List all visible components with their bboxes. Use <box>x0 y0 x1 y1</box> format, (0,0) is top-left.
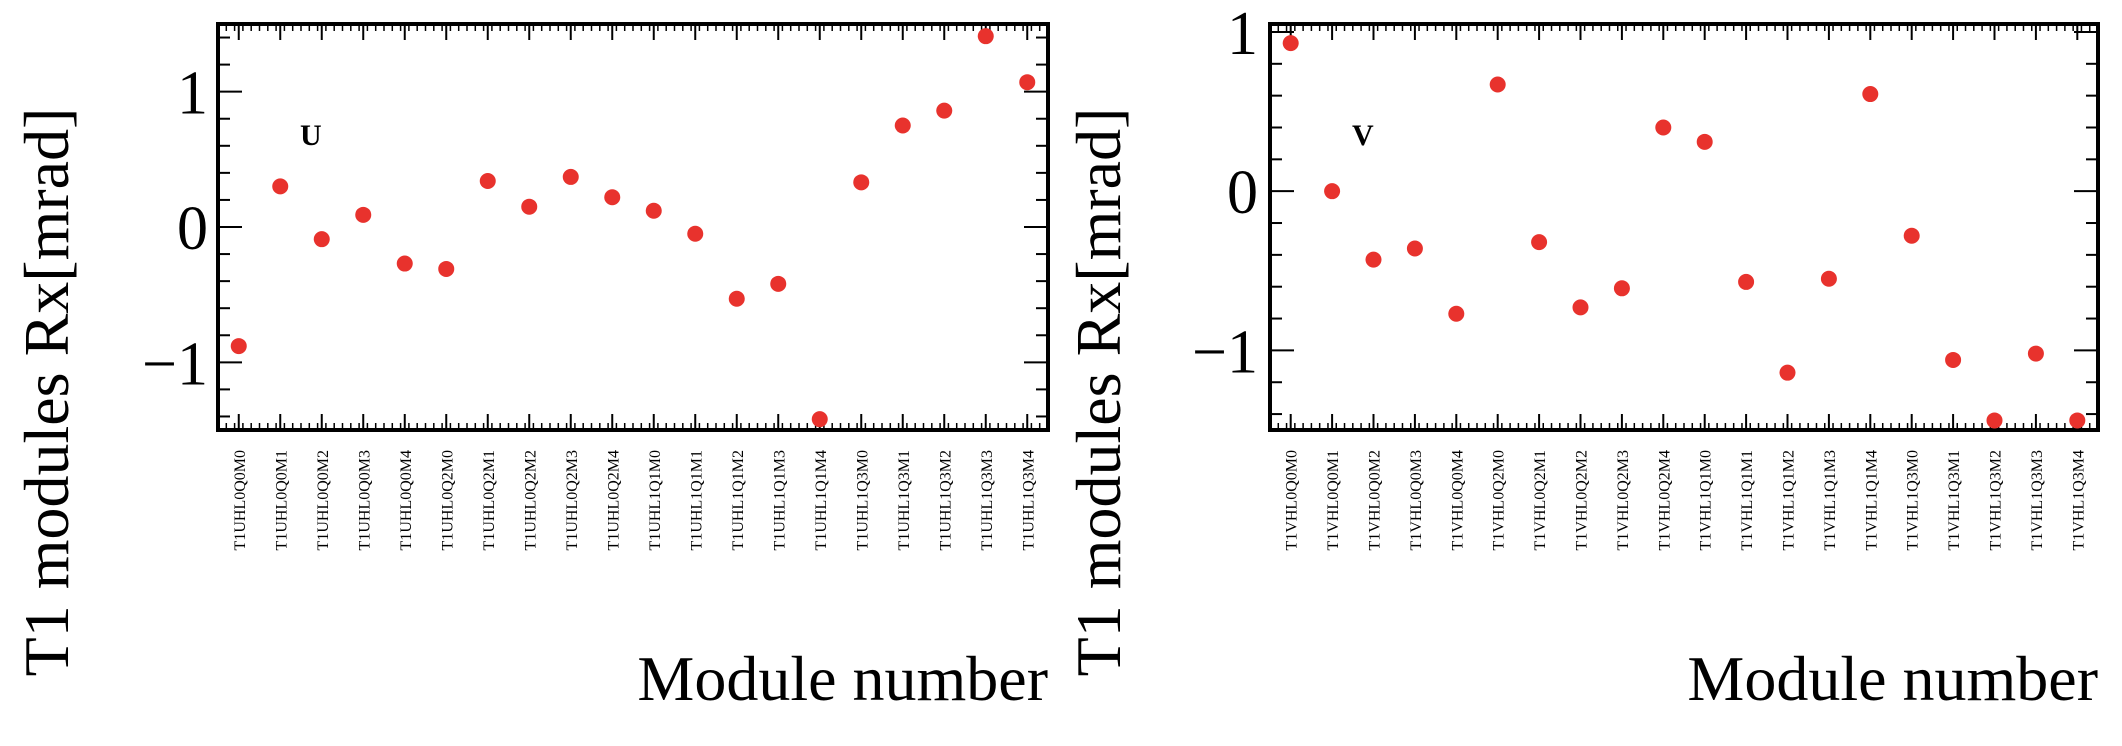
x-tick-label: T1UHL1Q3M3 <box>979 450 996 550</box>
data-point <box>687 225 704 242</box>
data-point <box>230 338 247 355</box>
x-tick-label: T1VHL1Q3M3 <box>2029 450 2046 550</box>
x-tick-label: T1UHL1Q3M1 <box>896 450 913 550</box>
x-tick-label: T1UHL0Q2M2 <box>522 450 539 550</box>
data-point <box>1945 351 1962 368</box>
y-tick-label: 1 <box>1227 0 1258 68</box>
panel-label: U <box>300 119 322 152</box>
data-point <box>604 189 621 206</box>
y-tick-label: 0 <box>1227 159 1258 227</box>
x-tick-label: T1UHL1Q3M0 <box>854 450 871 550</box>
panel-label: V <box>1352 119 1374 152</box>
data-point <box>1738 273 1755 290</box>
x-tick-label: T1UHL1Q1M0 <box>647 450 664 550</box>
x-tick-label: T1VHL1Q3M4 <box>2070 450 2087 550</box>
x-tick-label: T1VHL0Q0M4 <box>1449 450 1466 550</box>
data-point <box>562 168 579 185</box>
y-axis-label: T1 modules Rx[mrad] <box>1063 108 1134 677</box>
x-tick-label: T1VHL1Q3M1 <box>1946 450 1963 550</box>
x-tick-label: T1VHL0Q0M0 <box>1284 450 1301 550</box>
x-tick-label: T1UHL0Q2M4 <box>605 450 622 550</box>
x-tick-label: T1UHL0Q0M0 <box>232 450 249 550</box>
data-point <box>2069 412 2086 429</box>
data-point <box>1779 364 1796 381</box>
data-point <box>272 178 289 195</box>
x-tick-label: T1VHL1Q1M3 <box>1822 450 1839 550</box>
x-tick-label: T1VHL1Q1M2 <box>1781 450 1798 550</box>
data-point <box>1862 86 1879 103</box>
x-tick-label: T1UHL1Q3M2 <box>937 450 954 550</box>
data-point <box>936 102 953 119</box>
y-tick-label: −1 <box>142 330 208 398</box>
y-tick-label: −1 <box>1192 318 1258 386</box>
x-tick-label: T1VHL0Q2M3 <box>1615 450 1632 550</box>
data-point <box>396 255 413 272</box>
data-point <box>2027 345 2044 362</box>
x-tick-label: T1UHL1Q1M1 <box>688 450 705 550</box>
data-point <box>645 202 662 219</box>
x-tick-label: T1UHL0Q0M3 <box>356 450 373 550</box>
data-point <box>438 260 455 277</box>
x-tick-label: T1UHL0Q2M3 <box>564 450 581 550</box>
x-tick-label: T1UHL1Q1M4 <box>813 450 830 550</box>
data-point <box>1696 133 1713 150</box>
chart-panel-v: −1 0 1 T1VHL0Q0M0 T1VHL0Q0M1 T1VHL0Q0M2 T1VHL0… <box>1063 0 2100 714</box>
x-tick-label: T1VHL0Q0M2 <box>1367 450 1384 550</box>
plot-frame <box>216 22 1050 432</box>
x-tick-label: T1VHL1Q3M2 <box>1988 450 2005 550</box>
x-tick-label: T1UHL1Q1M3 <box>771 450 788 550</box>
plot-frame <box>1268 22 2100 432</box>
x-tick-label: T1UHL0Q0M4 <box>398 450 415 550</box>
y-tick-label: 1 <box>177 60 208 128</box>
data-point <box>1572 299 1589 316</box>
data-point <box>853 174 870 191</box>
data-point <box>1613 280 1630 297</box>
data-point <box>355 206 372 223</box>
y-axis-label: T1 modules Rx[mrad] <box>11 108 82 677</box>
data-point <box>521 198 538 215</box>
x-tick-label: T1VHL0Q2M1 <box>1532 450 1549 550</box>
data-point <box>313 231 330 248</box>
data-point <box>770 275 787 292</box>
data-point <box>1820 270 1837 287</box>
x-tick-label: T1UHL1Q3M4 <box>1020 450 1037 550</box>
data-point <box>1019 74 1036 91</box>
x-tick-label: T1VHL0Q2M2 <box>1574 450 1591 550</box>
y-tick-label: 0 <box>177 195 208 263</box>
data-point <box>1406 240 1423 257</box>
data-point <box>1324 183 1341 200</box>
x-tick-label: T1VHL0Q2M0 <box>1491 450 1508 550</box>
x-tick-label: T1UHL1Q1M2 <box>730 450 747 550</box>
data-point <box>1448 305 1465 322</box>
data-point <box>811 411 828 428</box>
data-point <box>977 28 994 45</box>
x-tick-label: T1UHL0Q2M1 <box>481 450 498 550</box>
data-point <box>1365 251 1382 268</box>
data-point <box>1655 119 1672 136</box>
data-point <box>1903 227 1920 244</box>
x-tick-label: T1VHL1Q1M4 <box>1863 450 1880 550</box>
data-point <box>1489 76 1506 93</box>
chart-panel-u: −1 0 1 T1UHL0Q0M0 T1UHL0Q0M1 T1UHL0Q0M2 T1UHL0… <box>11 22 1050 714</box>
data-point <box>1531 234 1548 251</box>
x-axis-label: Module number <box>637 643 1048 714</box>
x-tick-label: T1VHL1Q3M0 <box>1905 450 1922 550</box>
x-tick-label: T1UHL0Q0M1 <box>273 450 290 550</box>
data-point <box>1986 412 2003 429</box>
x-tick-label: T1UHL0Q2M0 <box>439 450 456 550</box>
data-point <box>894 117 911 134</box>
x-tick-label: T1VHL0Q0M1 <box>1325 450 1342 550</box>
x-tick-label: T1UHL0Q0M2 <box>315 450 332 550</box>
x-tick-label: T1VHL1Q1M0 <box>1698 450 1715 550</box>
x-tick-label: T1VHL0Q2M4 <box>1656 450 1673 550</box>
data-point <box>1282 35 1299 52</box>
data-point <box>479 172 496 189</box>
x-tick-label: T1VHL0Q0M3 <box>1408 450 1425 550</box>
x-axis-label: Module number <box>1687 643 2098 714</box>
x-tick-label: T1VHL1Q1M1 <box>1739 450 1756 550</box>
data-point <box>728 290 745 307</box>
